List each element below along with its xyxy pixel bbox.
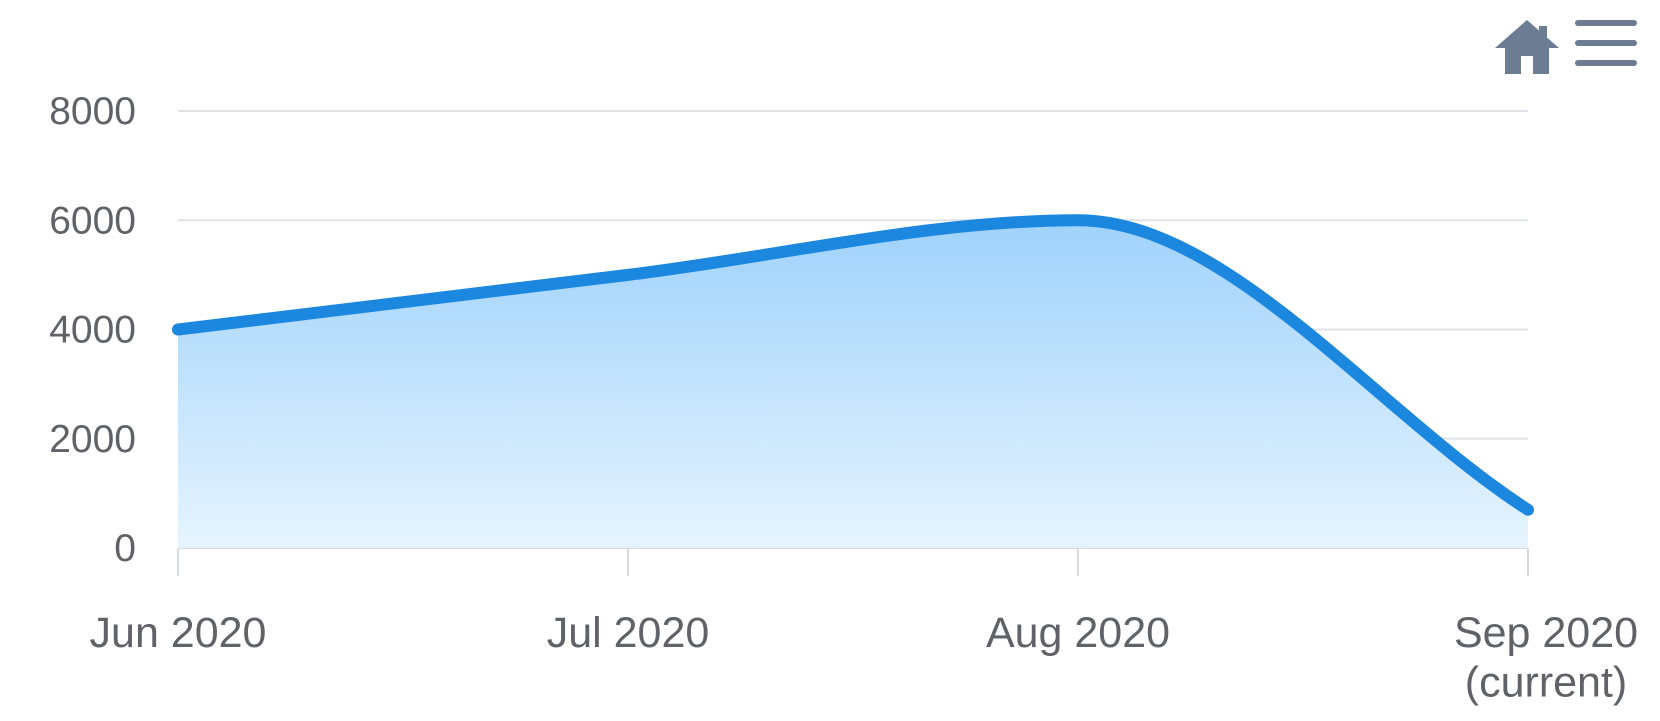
x-tick-label-line: (current) — [1465, 658, 1627, 706]
y-axis-ticks: 0 2000 4000 6000 8000 — [49, 90, 136, 570]
x-axis-ticks: Jun 2020 Jul 2020 Aug 2020 Sep 2020 (current… — [90, 609, 1639, 706]
x-tick-label: Jul 2020 — [547, 609, 710, 657]
chart-toolbar — [1495, 20, 1637, 74]
x-tick-label-line: Jul 2020 — [547, 609, 710, 657]
area-fill — [178, 220, 1528, 548]
y-tick-label: 4000 — [49, 309, 136, 352]
x-tick-label-line: Aug 2020 — [986, 609, 1170, 657]
axes — [177, 548, 1529, 576]
x-tick-label: Aug 2020 — [986, 609, 1170, 657]
x-tick-label: Sep 2020 (current) — [1454, 609, 1638, 706]
y-tick-label: 8000 — [49, 90, 136, 133]
y-tick-label: 6000 — [49, 199, 136, 242]
y-tick-label: 0 — [114, 527, 136, 570]
series-line — [172, 214, 1534, 516]
x-tick-label: Jun 2020 — [90, 609, 267, 657]
menu-icon[interactable] — [1575, 20, 1637, 66]
area-fill-group — [178, 220, 1528, 548]
home-icon[interactable] — [1495, 20, 1559, 74]
x-tick-label-line: Jun 2020 — [90, 609, 267, 657]
series-line-group — [172, 214, 1534, 516]
y-tick-label: 2000 — [49, 418, 136, 461]
x-tick-label-line: Sep 2020 — [1454, 609, 1638, 657]
